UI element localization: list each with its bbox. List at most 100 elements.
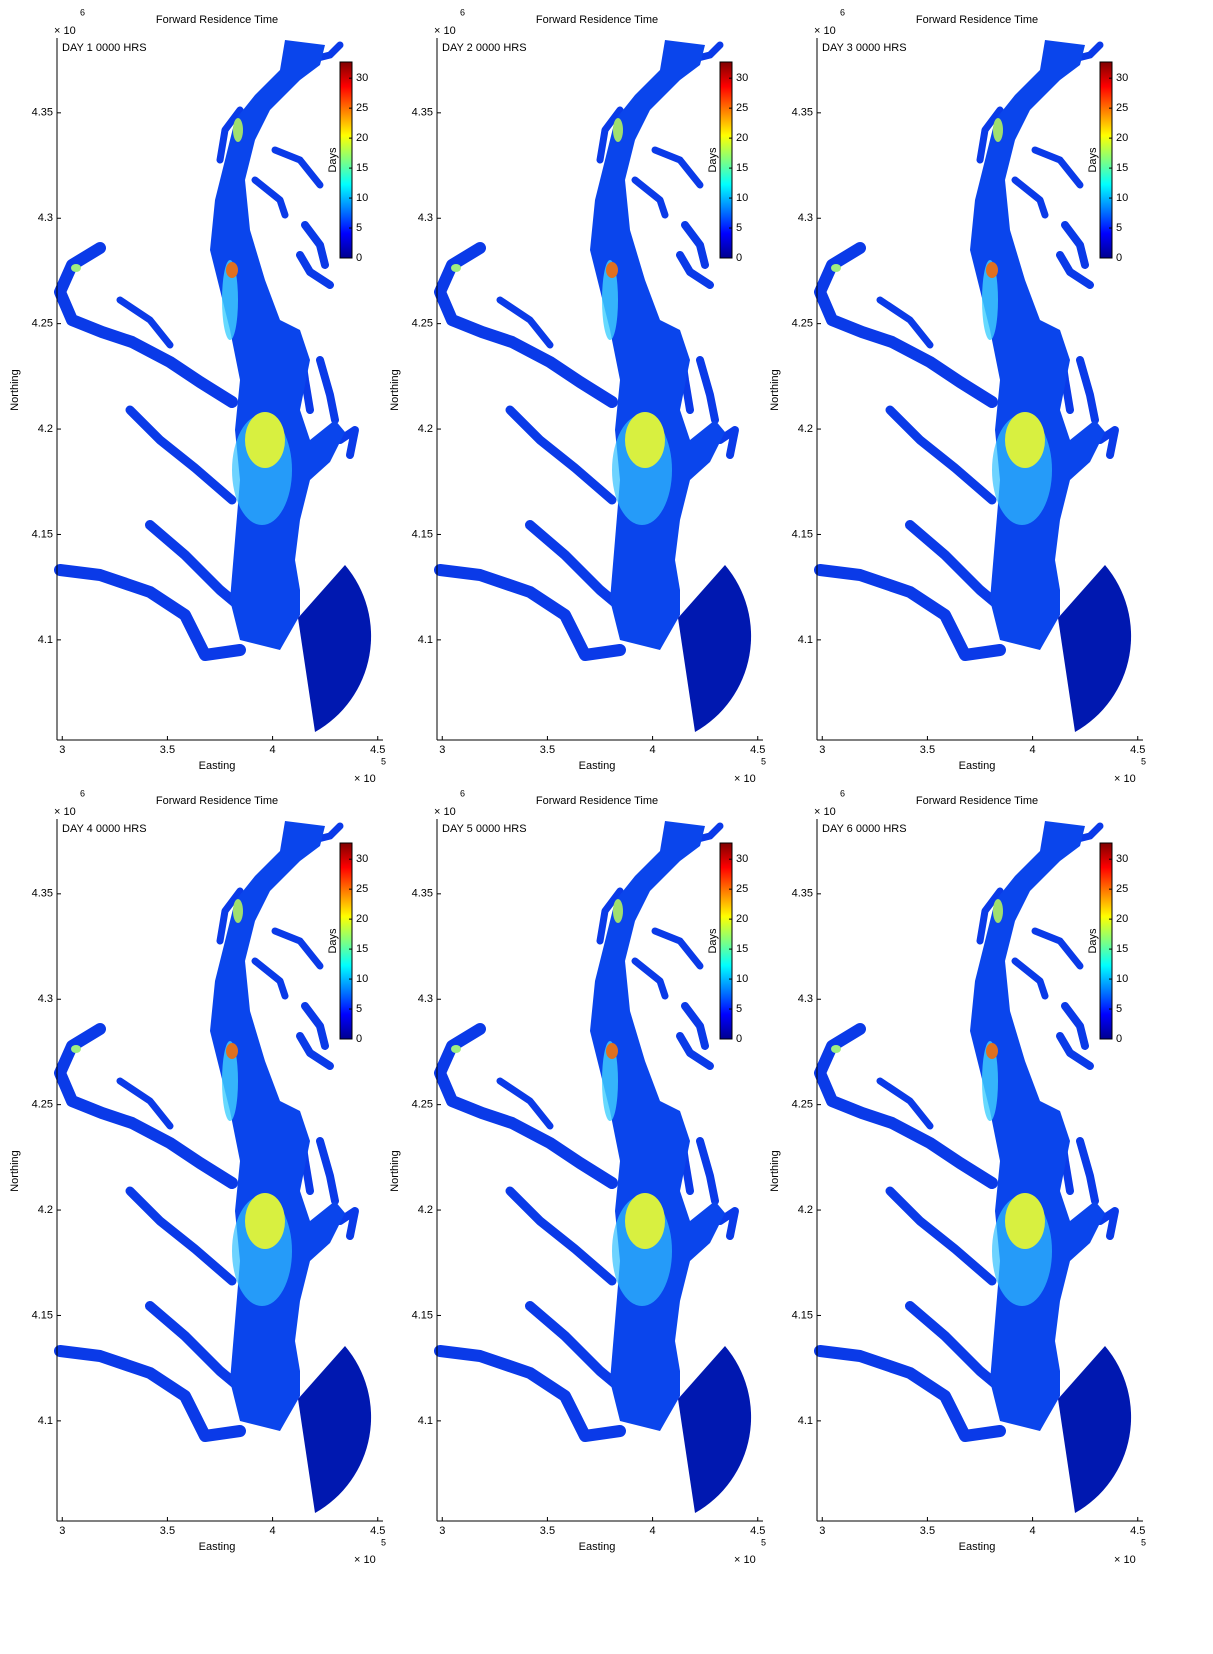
annotation: DAY 1 0000 HRS: [62, 42, 147, 54]
y-tick-label: 4.25: [792, 1099, 813, 1111]
colorbar-tick-label: 15: [736, 162, 748, 174]
y-tick-label: 4.25: [412, 1099, 433, 1111]
map: [440, 40, 751, 732]
x-scale-label: × 10: [1114, 773, 1136, 785]
colorbar-tick-label: 0: [356, 252, 362, 264]
panel: Forward Residence Time DAY 3 0000 HRS East…: [769, 7, 1146, 785]
y-tick-label: 4.35: [792, 888, 813, 900]
y-tick-label: 4.1: [798, 634, 813, 646]
map: [60, 40, 371, 732]
annotation: DAY 4 0000 HRS: [62, 823, 147, 835]
x-tick-label: 4.5: [1130, 1525, 1145, 1537]
y-scale-label: × 10: [54, 25, 76, 37]
y-tick-label: 4.35: [32, 107, 53, 119]
y-tick-label: 4.1: [798, 1415, 813, 1427]
colorbar-tick-label: 30: [736, 853, 748, 865]
y-tick-label: 4.3: [798, 993, 813, 1005]
colorbar-label: Days: [1087, 928, 1099, 954]
y-tick-label: 4.35: [792, 107, 813, 119]
colorbar-tick-label: 5: [356, 222, 362, 234]
y-tick-label: 4.3: [38, 212, 53, 224]
x-tick-label: 4.5: [370, 744, 385, 756]
x-tick-label: 3.5: [160, 1525, 175, 1537]
y-tick-label: 4.1: [418, 1415, 433, 1427]
colorbar-tick-label: 20: [736, 913, 748, 925]
colorbar-tick-label: 30: [1116, 853, 1128, 865]
x-tick-label: 4: [270, 744, 276, 756]
title: Forward Residence Time: [916, 795, 1038, 807]
x-scale-label: × 10: [354, 773, 376, 785]
annotation: DAY 6 0000 HRS: [822, 823, 907, 835]
map: [440, 821, 751, 1513]
colorbar-tick-label: 15: [1116, 162, 1128, 174]
panel: Forward Residence Time DAY 1 0000 HRS East…: [9, 7, 386, 785]
x-tick-label: 4: [650, 744, 656, 756]
y-scale-exponent: 6: [840, 788, 845, 798]
colorbar-tick-label: 15: [1116, 943, 1128, 955]
colorbar: [339, 842, 353, 1040]
y-tick-label: 4.25: [792, 318, 813, 330]
y-tick-label: 4.25: [32, 318, 53, 330]
colorbar-tick-label: 0: [356, 1033, 362, 1045]
x-tick-label: 4.5: [750, 1525, 765, 1537]
y-tick-label: 4.25: [32, 1099, 53, 1111]
y-tick-label: 4.2: [38, 1204, 53, 1216]
colorbar-label: Days: [707, 147, 719, 173]
colorbar-tick-label: 0: [1116, 1033, 1122, 1045]
y-tick-label: 4.2: [798, 1204, 813, 1216]
x-tick-label: 3: [819, 744, 825, 756]
y-tick-label: 4.1: [38, 1415, 53, 1427]
y-tick-label: 4.3: [418, 993, 433, 1005]
y-tick-label: 4.2: [418, 1204, 433, 1216]
colorbar-tick-label: 15: [356, 162, 368, 174]
colorbar-label: Days: [327, 928, 339, 954]
colorbar-tick-label: 5: [736, 222, 742, 234]
y-axis-label: Northing: [769, 1150, 781, 1192]
y-axis-label: Northing: [769, 369, 781, 411]
y-tick-label: 4.15: [32, 528, 53, 540]
x-tick-label: 4.5: [370, 1525, 385, 1537]
y-axis-label: Northing: [9, 369, 21, 411]
x-axis-label: Easting: [199, 760, 236, 772]
colorbar-tick-label: 20: [1116, 132, 1128, 144]
y-axis-label: Northing: [389, 1150, 401, 1192]
x-tick-label: 3.5: [920, 744, 935, 756]
colorbar-label: Days: [327, 147, 339, 173]
title: Forward Residence Time: [156, 14, 278, 26]
colorbar-tick-label: 30: [1116, 72, 1128, 84]
y-tick-label: 4.2: [798, 423, 813, 435]
colorbar-tick-label: 20: [736, 132, 748, 144]
y-scale-label: × 10: [814, 806, 836, 818]
annotation: DAY 5 0000 HRS: [442, 823, 527, 835]
y-scale-label: × 10: [434, 25, 456, 37]
y-tick-label: 4.2: [418, 423, 433, 435]
x-axis-label: Easting: [579, 760, 616, 772]
x-tick-label: 3.5: [540, 1525, 555, 1537]
y-scale-label: × 10: [814, 25, 836, 37]
x-tick-label: 3: [439, 1525, 445, 1537]
y-axis-label: Northing: [389, 369, 401, 411]
colorbar-tick-label: 5: [356, 1003, 362, 1015]
colorbar-tick-label: 0: [1116, 252, 1122, 264]
x-tick-label: 4.5: [750, 744, 765, 756]
colorbar-tick-label: 10: [736, 192, 748, 204]
x-scale-exponent: 5: [761, 1537, 766, 1547]
x-scale-label: × 10: [354, 1554, 376, 1566]
colorbar-tick-label: 25: [1116, 102, 1128, 114]
y-tick-label: 4.15: [792, 1309, 813, 1321]
y-tick-label: 4.35: [412, 107, 433, 119]
colorbar-tick-label: 10: [736, 973, 748, 985]
colorbar: [719, 842, 733, 1040]
x-scale-exponent: 5: [381, 756, 386, 766]
colorbar: [339, 61, 353, 259]
x-axis-label: Easting: [959, 1541, 996, 1553]
x-tick-label: 4: [1030, 744, 1036, 756]
panel: Forward Residence Time DAY 4 0000 HRS East…: [9, 788, 386, 1566]
colorbar-tick-label: 0: [736, 252, 742, 264]
map: [820, 40, 1131, 732]
y-scale-label: × 10: [434, 806, 456, 818]
colorbar-tick-label: 10: [1116, 973, 1128, 985]
panel: Forward Residence Time DAY 6 0000 HRS East…: [769, 788, 1146, 1566]
x-tick-label: 3: [59, 744, 65, 756]
